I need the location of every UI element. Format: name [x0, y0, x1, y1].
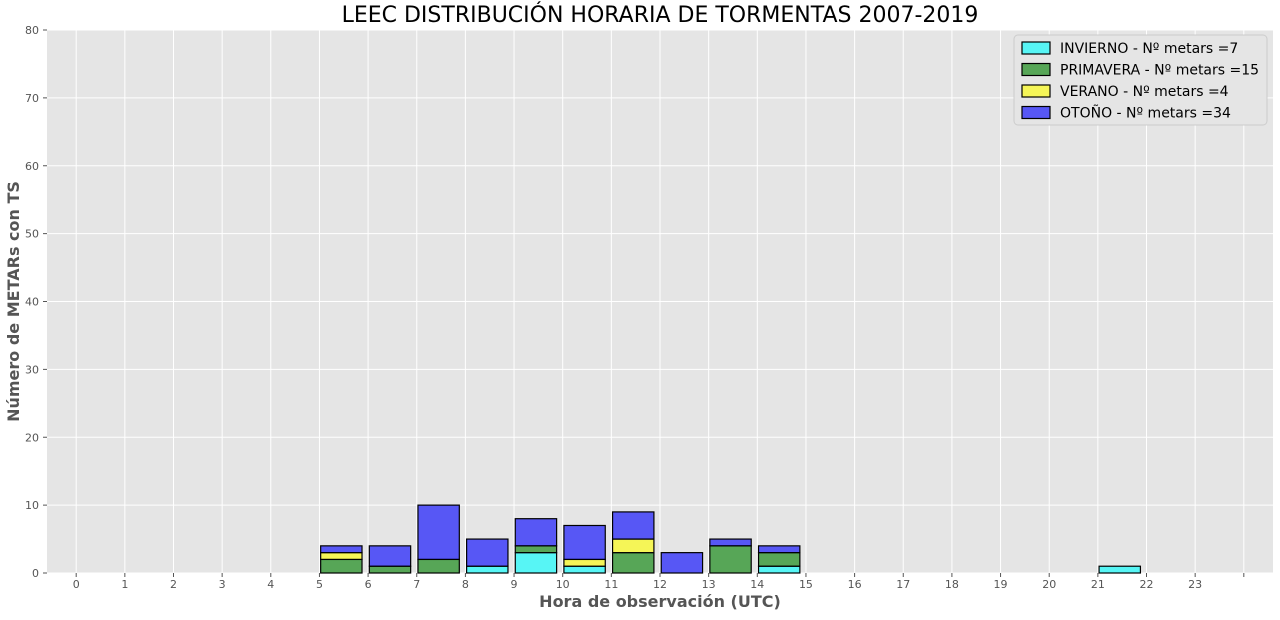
bar-segment-verano	[320, 552, 363, 561]
y-tick-label: 50	[25, 228, 39, 241]
legend-swatch	[1021, 84, 1051, 98]
bar-segment-invierno	[1098, 565, 1142, 574]
x-tick-label: 14	[750, 578, 764, 591]
x-tick-label: 1	[121, 578, 128, 591]
bar-segment-otono	[368, 545, 412, 567]
y-tick-label: 80	[25, 24, 39, 37]
x-tick-label: 3	[219, 578, 226, 591]
bar-segment-otono	[563, 524, 606, 561]
x-tick-label: 21	[1091, 578, 1105, 591]
y-tick-label: 0	[32, 567, 39, 580]
x-tick-label: 8	[462, 578, 469, 591]
legend-box	[1013, 34, 1268, 126]
x-tick-label: 7	[413, 578, 420, 591]
x-tick-label: 22	[1140, 578, 1154, 591]
legend-label: OTOÑO - Nº metars =34	[1060, 105, 1231, 122]
x-tick-label: 2	[170, 578, 177, 591]
x-tick-label: 5	[316, 578, 323, 591]
y-tick-label: 40	[25, 296, 39, 309]
y-tick-label: 60	[25, 160, 39, 173]
x-tick-label: 0	[73, 578, 80, 591]
x-tick-label: 4	[267, 578, 274, 591]
x-tick-label: 11	[604, 578, 618, 591]
bar-segment-primavera	[368, 565, 412, 574]
bar-segment-primavera	[514, 545, 558, 554]
y-tick-label: 20	[25, 431, 39, 444]
x-tick-label: 10	[556, 578, 570, 591]
y-axis-label: Número de METARs con TS	[4, 181, 23, 422]
bar-segment-invierno	[757, 565, 801, 574]
bar-segment-verano	[563, 558, 606, 567]
legend-swatch	[1021, 105, 1051, 120]
x-tick-label: 15	[799, 578, 813, 591]
y-tick-label: 10	[25, 499, 39, 512]
bar-segment-otono	[466, 538, 509, 567]
bar-segment-otono	[417, 504, 460, 561]
legend-swatch	[1021, 41, 1051, 55]
x-tick-label: 17	[896, 578, 910, 591]
x-tick-label: 16	[848, 578, 862, 591]
x-tick-label: 19	[994, 578, 1008, 591]
bar-segment-primavera	[709, 545, 752, 574]
x-tick-label: 23	[1188, 578, 1202, 591]
bar-segment-otono	[757, 545, 801, 554]
legend-label: INVIERNO - Nº metars =7	[1060, 41, 1238, 57]
y-tick-label: 30	[25, 363, 39, 376]
chart-title: LEEC DISTRIBUCIÓN HORARIA DE TORMENTAS 2…	[342, 2, 979, 28]
bar-segment-primavera	[417, 558, 460, 574]
x-tick-label: 9	[511, 578, 518, 591]
bar-segment-invierno	[466, 565, 509, 574]
x-tick-label: 18	[945, 578, 959, 591]
bar-segment-otono	[320, 545, 363, 554]
legend-label: VERANO - Nº metars =4	[1060, 84, 1229, 100]
x-tick-label: 13	[702, 578, 716, 591]
x-tick-label: 20	[1042, 578, 1056, 591]
x-tick-label: 6	[365, 578, 372, 591]
legend-label: PRIMAVERA - Nº metars =15	[1060, 63, 1259, 79]
bar-segment-invierno	[514, 552, 558, 574]
x-tick-label: 12	[653, 578, 667, 591]
bar-segment-invierno	[563, 565, 606, 574]
x-axis-label: Hora de observación (UTC)	[539, 592, 781, 611]
bar-segment-otono	[660, 552, 704, 574]
bar-segment-otono	[611, 511, 655, 540]
bar-segment-otono	[514, 518, 558, 547]
y-tick-label: 70	[25, 92, 39, 105]
bar-segment-primavera	[757, 552, 801, 567]
bar-segment-primavera	[320, 558, 363, 574]
legend-swatch	[1021, 62, 1051, 77]
bar-segment-otono	[709, 538, 752, 547]
bar-segment-verano	[611, 538, 655, 554]
bar-segment-primavera	[611, 552, 655, 574]
